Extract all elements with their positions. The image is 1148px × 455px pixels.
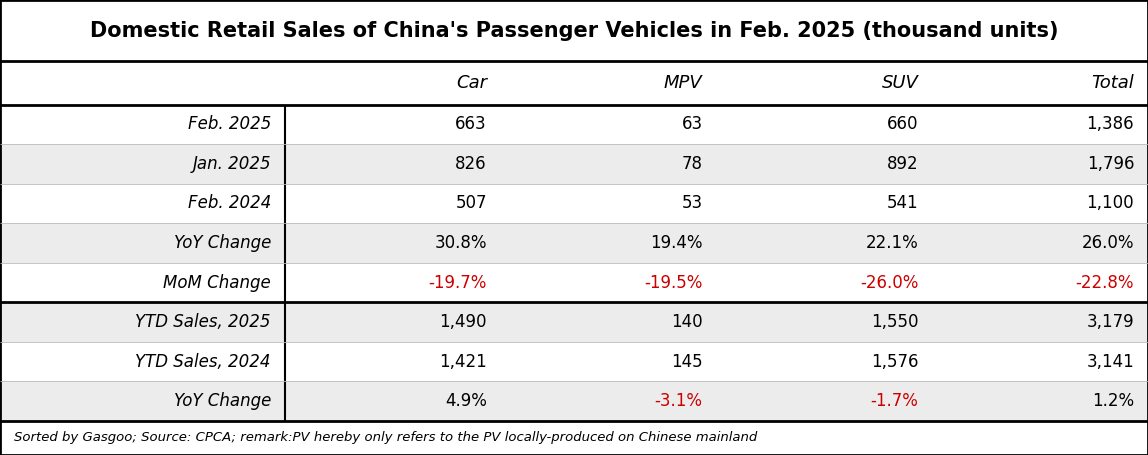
Text: 78: 78: [682, 155, 703, 173]
Text: Jan. 2025: Jan. 2025: [193, 155, 271, 173]
Text: 1,550: 1,550: [871, 313, 918, 331]
Text: Domestic Retail Sales of China's Passenger Vehicles in Feb. 2025 (thousand units: Domestic Retail Sales of China's Passeng…: [90, 21, 1058, 40]
Bar: [0, 223, 1148, 263]
Text: 19.4%: 19.4%: [650, 234, 703, 252]
Text: 53: 53: [682, 194, 703, 212]
Bar: [0, 61, 1148, 105]
Text: YoY Change: YoY Change: [173, 392, 271, 410]
Text: MPV: MPV: [664, 74, 703, 92]
Text: YoY Change: YoY Change: [173, 234, 271, 252]
Text: 4.9%: 4.9%: [445, 392, 487, 410]
Bar: [0, 144, 1148, 184]
Text: -19.5%: -19.5%: [644, 273, 703, 292]
Text: YTD Sales, 2025: YTD Sales, 2025: [135, 313, 271, 331]
Text: -26.0%: -26.0%: [860, 273, 918, 292]
Text: 3,179: 3,179: [1087, 313, 1134, 331]
Text: 30.8%: 30.8%: [434, 234, 487, 252]
Text: 1.2%: 1.2%: [1092, 392, 1134, 410]
Text: Total: Total: [1092, 74, 1134, 92]
Text: 22.1%: 22.1%: [866, 234, 918, 252]
Text: 140: 140: [670, 313, 703, 331]
Text: MoM Change: MoM Change: [163, 273, 271, 292]
Text: 541: 541: [886, 194, 918, 212]
Bar: [0, 263, 1148, 302]
Text: 1,386: 1,386: [1087, 116, 1134, 133]
Bar: [0, 184, 1148, 223]
Text: 63: 63: [682, 116, 703, 133]
Text: 1,490: 1,490: [440, 313, 487, 331]
Text: -1.7%: -1.7%: [870, 392, 918, 410]
Text: 3,141: 3,141: [1086, 353, 1134, 370]
Text: SUV: SUV: [882, 74, 918, 92]
Bar: [0, 381, 1148, 421]
Bar: [0, 342, 1148, 381]
Text: 1,100: 1,100: [1087, 194, 1134, 212]
Text: -22.8%: -22.8%: [1076, 273, 1134, 292]
Text: Feb. 2024: Feb. 2024: [187, 194, 271, 212]
Text: YTD Sales, 2024: YTD Sales, 2024: [135, 353, 271, 370]
Text: 1,796: 1,796: [1087, 155, 1134, 173]
Text: 145: 145: [670, 353, 703, 370]
Text: -3.1%: -3.1%: [654, 392, 703, 410]
Text: -19.7%: -19.7%: [428, 273, 487, 292]
Text: 892: 892: [886, 155, 918, 173]
Text: 663: 663: [455, 116, 487, 133]
Text: 660: 660: [887, 116, 918, 133]
Text: 507: 507: [456, 194, 487, 212]
Bar: [0, 0, 1148, 61]
Text: 1,421: 1,421: [439, 353, 487, 370]
Text: 826: 826: [455, 155, 487, 173]
Text: 26.0%: 26.0%: [1081, 234, 1134, 252]
Bar: [0, 105, 1148, 144]
Text: Feb. 2025: Feb. 2025: [187, 116, 271, 133]
Bar: [0, 302, 1148, 342]
Text: Sorted by Gasgoo; Source: CPCA; remark:PV hereby only refers to the PV locally-p: Sorted by Gasgoo; Source: CPCA; remark:P…: [14, 431, 757, 445]
Bar: [0, 421, 1148, 455]
Text: Car: Car: [456, 74, 487, 92]
Text: 1,576: 1,576: [871, 353, 918, 370]
